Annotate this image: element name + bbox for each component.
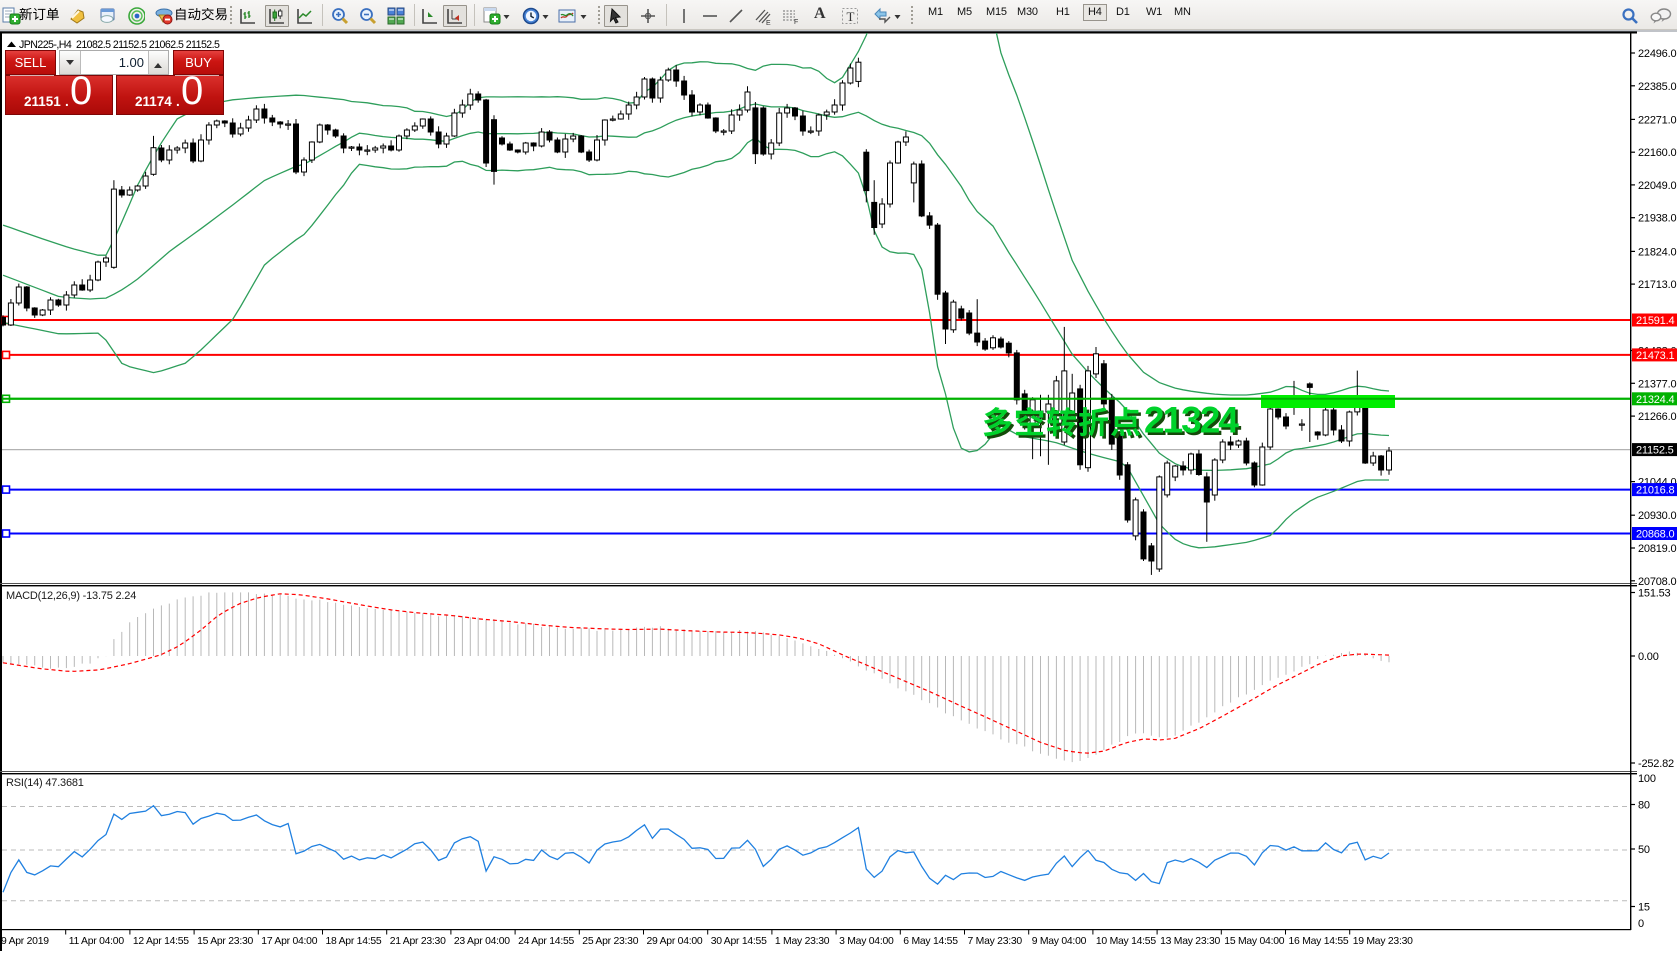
svg-text:20868.0: 20868.0 <box>1636 529 1674 541</box>
svg-text:7 May 23:30: 7 May 23:30 <box>968 936 1023 947</box>
svg-text:21324: 21324 <box>1147 402 1242 443</box>
svg-text:13 May 23:30: 13 May 23:30 <box>1160 936 1220 947</box>
svg-text:80: 80 <box>1638 800 1650 812</box>
svg-text:22271.0: 22271.0 <box>1638 114 1676 126</box>
svg-text:F: F <box>794 19 798 26</box>
svg-text:MACD(12,26,9) -13.75 2.24: MACD(12,26,9) -13.75 2.24 <box>6 590 136 602</box>
svg-text:21 Apr 23:30: 21 Apr 23:30 <box>390 936 446 947</box>
svg-text:0: 0 <box>1638 918 1644 930</box>
svg-text:22049.0: 22049.0 <box>1638 180 1676 192</box>
svg-text:12 Apr 14:55: 12 Apr 14:55 <box>133 936 189 947</box>
svg-text:22496.0: 22496.0 <box>1638 48 1676 60</box>
svg-text:9 May 04:00: 9 May 04:00 <box>1032 936 1087 947</box>
svg-text:29 Apr 04:00: 29 Apr 04:00 <box>647 936 703 947</box>
svg-text:21152.5: 21152.5 <box>1636 445 1674 457</box>
svg-text:JPN225-,H4 21082.5 21152.5 21: JPN225-,H4 21082.5 21152.5 21062.5 21152… <box>19 39 220 51</box>
svg-text:1 May 23:30: 1 May 23:30 <box>775 936 830 947</box>
svg-text:21266.0: 21266.0 <box>1638 411 1676 423</box>
svg-text:100: 100 <box>1638 773 1656 785</box>
svg-text:6 May 14:55: 6 May 14:55 <box>903 936 958 947</box>
svg-text:22385.0: 22385.0 <box>1638 81 1676 93</box>
svg-text:20708.0: 20708.0 <box>1638 576 1676 588</box>
svg-text:17 Apr 04:00: 17 Apr 04:00 <box>261 936 317 947</box>
svg-text:16 May 14:55: 16 May 14:55 <box>1289 936 1349 947</box>
svg-text:20930.0: 20930.0 <box>1638 510 1676 522</box>
svg-text:11 Apr 04:00: 11 Apr 04:00 <box>69 936 125 947</box>
svg-text:21713.0: 21713.0 <box>1638 279 1676 291</box>
svg-text:30 Apr 14:55: 30 Apr 14:55 <box>711 936 767 947</box>
svg-text:151.53: 151.53 <box>1638 588 1671 600</box>
svg-text:T: T <box>847 9 855 24</box>
svg-text:0.00: 0.00 <box>1638 651 1659 663</box>
svg-text:10 May 14:55: 10 May 14:55 <box>1096 936 1156 947</box>
svg-text:-252.82: -252.82 <box>1638 758 1674 770</box>
svg-text:20819.0: 20819.0 <box>1638 543 1676 555</box>
svg-text:15 May 04:00: 15 May 04:00 <box>1224 936 1284 947</box>
svg-text:18 Apr 14:55: 18 Apr 14:55 <box>326 936 382 947</box>
svg-text:50: 50 <box>1638 844 1650 856</box>
svg-text:21473.1: 21473.1 <box>1636 350 1674 362</box>
svg-text:25 Apr 23:30: 25 Apr 23:30 <box>582 936 638 947</box>
svg-text:21938.0: 21938.0 <box>1638 213 1676 225</box>
svg-text:15 Apr 23:30: 15 Apr 23:30 <box>197 936 253 947</box>
svg-text:21824.0: 21824.0 <box>1638 246 1676 258</box>
svg-text:19 May 23:30: 19 May 23:30 <box>1353 936 1413 947</box>
svg-text:E: E <box>766 20 771 26</box>
svg-text:24 Apr 14:55: 24 Apr 14:55 <box>518 936 574 947</box>
svg-text:21324: 21324 <box>1144 400 1239 441</box>
svg-text:3 May 04:00: 3 May 04:00 <box>839 936 894 947</box>
svg-text:23 Apr 04:00: 23 Apr 04:00 <box>454 936 510 947</box>
svg-text:21016.8: 21016.8 <box>1636 485 1674 497</box>
svg-text:22160.0: 22160.0 <box>1638 147 1676 159</box>
svg-text:9 Apr 2019: 9 Apr 2019 <box>1 936 49 947</box>
svg-text:21377.0: 21377.0 <box>1638 378 1676 390</box>
svg-text:RSI(14) 47.3681: RSI(14) 47.3681 <box>6 777 84 789</box>
svg-text:15: 15 <box>1638 902 1650 914</box>
svg-text:21324.4: 21324.4 <box>1636 394 1674 406</box>
svg-text:21591.4: 21591.4 <box>1636 315 1674 327</box>
